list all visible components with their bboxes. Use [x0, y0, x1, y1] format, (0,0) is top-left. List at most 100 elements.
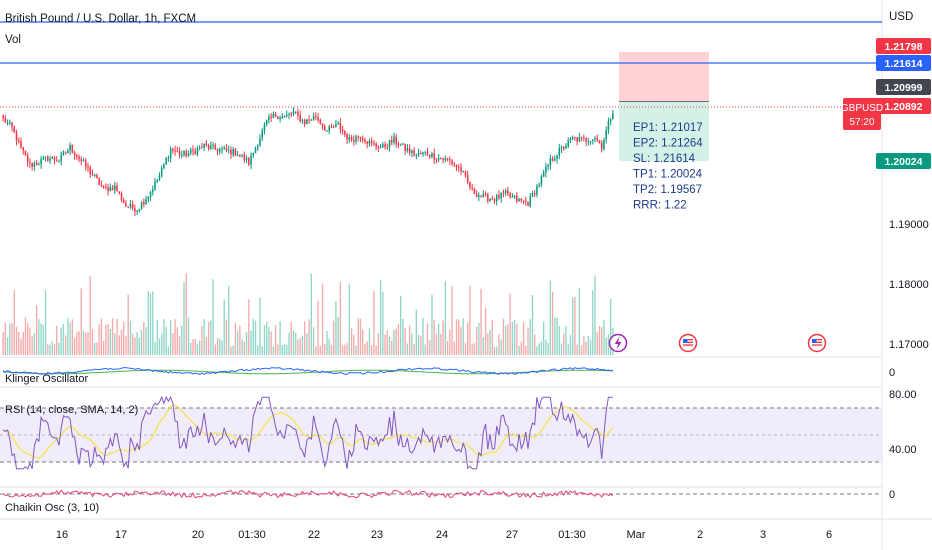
volume-bar	[152, 291, 154, 355]
volume-bar	[181, 325, 183, 355]
price-pane[interactable]	[0, 0, 882, 355]
candle-body	[42, 157, 45, 160]
volume-bar	[605, 338, 607, 355]
trade-plan-line: SL: 1.21614	[633, 153, 696, 165]
time-tick-label: 16	[56, 529, 68, 541]
volume-bar	[475, 326, 478, 355]
volume-bar	[154, 342, 156, 355]
candle-body	[478, 195, 480, 197]
volume-bar	[263, 325, 266, 355]
candle-body	[560, 146, 563, 149]
chaikin-line	[2, 489, 614, 499]
time-tick-label: 22	[308, 529, 320, 541]
volume-bar	[259, 297, 261, 355]
volume-bar	[328, 338, 330, 355]
candle-body	[522, 200, 525, 202]
time-tick-label: 17	[115, 529, 127, 541]
volume-label[interactable]: Vol	[5, 34, 21, 46]
volume-bar	[426, 323, 429, 355]
candle-body	[598, 140, 601, 144]
candle-body	[178, 151, 181, 156]
volume-bar	[292, 330, 295, 355]
candle-body	[612, 113, 614, 120]
lightning-icon[interactable]	[608, 333, 628, 353]
candle-body	[402, 143, 404, 145]
volume-bar	[64, 335, 67, 355]
volume-bar	[33, 333, 36, 355]
symbol-title[interactable]: British Pound / U.S. Dollar, 1h, FXCM	[5, 13, 196, 25]
candle-body	[507, 190, 509, 194]
us-flag-icon[interactable]	[678, 333, 698, 353]
us-flag-icon[interactable]	[807, 333, 827, 353]
volume-bar	[337, 317, 339, 355]
volume-bar	[373, 290, 375, 355]
volume-bar	[236, 331, 239, 355]
candle-body	[328, 126, 331, 131]
volume-bar	[382, 292, 384, 355]
volume-bar	[252, 318, 254, 355]
volume-bar	[563, 333, 565, 355]
volume-bar	[22, 332, 24, 355]
price-axis[interactable]: 1.19000 1.18000 1.17000	[889, 219, 929, 351]
candle-body	[176, 151, 179, 153]
candle-body	[558, 148, 561, 156]
volume-bar	[527, 327, 529, 355]
volume-bar	[136, 332, 138, 355]
volume-bar	[281, 344, 283, 355]
candle-body	[540, 176, 543, 185]
volume-bar	[507, 324, 509, 355]
candle-body	[306, 119, 308, 125]
candle-body	[326, 130, 328, 132]
volume-bar	[607, 333, 610, 355]
candle-body	[578, 137, 581, 142]
volume-bar	[326, 331, 328, 355]
trade-plan-text: EP1: 1.21017 EP2: 1.21264 SL: 1.21614 TP1: …	[633, 122, 703, 212]
candle-body	[562, 146, 565, 149]
candle-body	[433, 153, 435, 160]
volume-bar	[199, 340, 201, 355]
volume-bar	[589, 339, 592, 355]
volume-bar	[44, 290, 47, 355]
volume-bar	[400, 295, 402, 355]
stop-loss-zone[interactable]	[619, 52, 709, 101]
volume-bar	[125, 336, 127, 355]
volume-bar	[317, 300, 319, 355]
candle-body	[565, 146, 567, 149]
volume-bar	[303, 321, 306, 355]
time-axis[interactable]: 16 17 20 01:30 22 23 24 27 01:30 Mar 2 3 6	[56, 529, 832, 541]
candle-body	[187, 153, 190, 156]
candle-body	[292, 111, 295, 115]
volume-bar	[603, 319, 605, 355]
volume-bar	[134, 337, 136, 355]
volume-bar	[529, 319, 531, 355]
trade-plan-line: RRR: 1.22	[633, 200, 687, 212]
candle-body	[33, 163, 36, 167]
candle-body	[518, 198, 520, 202]
candle-body	[444, 158, 447, 161]
candle-body	[216, 149, 219, 152]
candle-body	[399, 144, 402, 146]
volume-bar	[554, 317, 556, 355]
candle-body	[308, 119, 310, 121]
volume-bar	[315, 346, 317, 355]
candle-body	[442, 158, 444, 161]
volume-bar	[420, 335, 422, 355]
candlesticks[interactable]	[2, 107, 614, 217]
candle-body	[482, 193, 485, 197]
take-profit-zone[interactable]	[619, 102, 709, 161]
candle-body	[388, 140, 391, 148]
candle-body	[489, 198, 491, 202]
candle-body	[109, 187, 112, 192]
volume-bar	[185, 273, 187, 355]
candle-body	[609, 119, 612, 122]
volume-bar	[348, 284, 350, 355]
volume-bar	[560, 343, 563, 355]
volume-bar	[567, 344, 569, 355]
klinger-label[interactable]: Klinger Oscillator	[5, 373, 88, 385]
volume-bar	[201, 326, 203, 355]
rsi-label[interactable]: RSI (14, close, SMA, 14, 2)	[5, 404, 138, 416]
chaikin-label[interactable]: Chaikin Osc (3, 10)	[5, 502, 99, 514]
candle-body	[167, 157, 170, 159]
volume-bar	[542, 321, 545, 355]
